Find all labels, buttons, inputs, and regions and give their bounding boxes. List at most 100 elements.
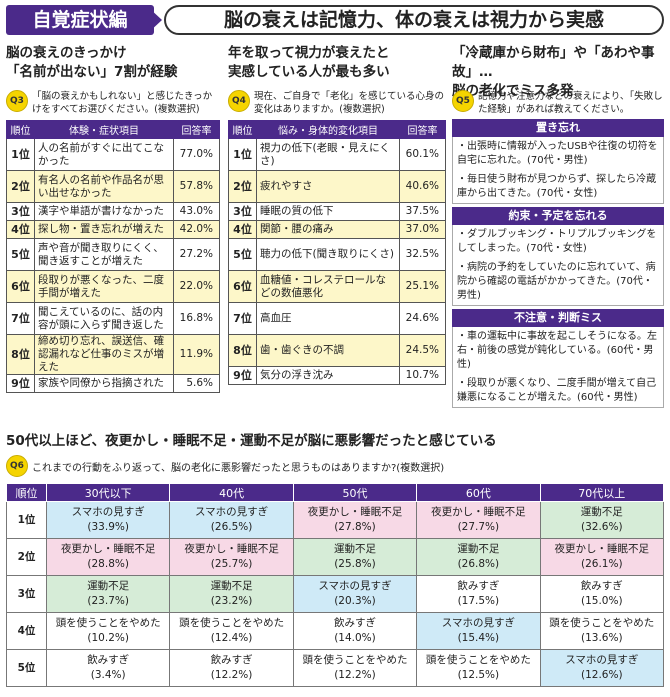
answer-percent: (3.4%) bbox=[90, 669, 126, 681]
table-row: 4位 探し物・置き忘れが増えた 42.0% bbox=[6, 220, 220, 239]
answer-cell: 頭を使うことをやめた (12.4%) bbox=[169, 612, 294, 650]
item-cell: 人の名前がすぐに出てこなかった bbox=[34, 138, 174, 171]
answer-percent: (25.8%) bbox=[334, 558, 376, 570]
percent-cell: 24.5% bbox=[399, 334, 446, 367]
answer-cell: 飲みすぎ (3.4%) bbox=[45, 649, 171, 687]
category-heading: 不注意・判断ミス bbox=[452, 309, 664, 327]
header-banner: 自覚症状編 脳の衰えは記憶力、体の衰えは視力から実感 bbox=[6, 3, 664, 37]
table-row: 7位 聞こえているのに、話の内容が頭に入らず聞き返した 16.8% bbox=[6, 302, 220, 335]
section-tag: 自覚症状編 bbox=[6, 5, 154, 35]
category-heading: 置き忘れ bbox=[452, 119, 664, 137]
rank-cell: 3位 bbox=[6, 202, 35, 221]
percent-cell: 5.6% bbox=[173, 374, 220, 393]
answer-label: 夜更かし・睡眠不足 bbox=[554, 543, 650, 555]
title-line-2: 脳の老化でミス多発 bbox=[452, 83, 574, 99]
table-row: 5位 声や音が聞き取りにくく、聞き返すことが増えた 27.2% bbox=[6, 238, 220, 271]
answer-label: 運動不足 bbox=[580, 506, 623, 518]
column-header: 体験・症状項目 bbox=[34, 120, 174, 139]
item-cell: 声や音が聞き取りにくく、聞き返すことが増えた bbox=[34, 238, 174, 271]
item-cell: 有名人の名前や作品名が思い出せなかった bbox=[34, 170, 174, 203]
rank-cell: 3位 bbox=[6, 575, 47, 613]
percent-cell: 32.5% bbox=[399, 238, 446, 271]
answer-cell: スマホの見すぎ (26.5%) bbox=[169, 501, 294, 539]
question-text: 現在、ご自身で「老化」を感じている心身の変化はありますか。(複数選択) bbox=[254, 91, 445, 115]
answer-label: 飲みすぎ bbox=[333, 617, 376, 629]
answer-percent: (12.2%) bbox=[334, 669, 376, 681]
ranking-table: 順位 悩み・身体的変化項目 回答率 1位 視力の低下(老眼・見えにくさ) 60.1% 2位… bbox=[228, 120, 446, 385]
percent-cell: 37.0% bbox=[399, 220, 446, 239]
answer-percent: (27.7%) bbox=[457, 521, 500, 533]
answer-label: 夜更かし・睡眠不足 bbox=[307, 506, 403, 518]
answer-cell: 頭を使うことをやめた (12.2%) bbox=[292, 649, 418, 687]
page-title: 脳の衰えは記憶力、体の衰えは視力から実感 bbox=[223, 9, 604, 31]
table-row: 7位 高血圧 24.6% bbox=[228, 302, 446, 335]
answer-cell: 夜更かし・睡眠不足 (25.7%) bbox=[169, 538, 294, 576]
table-row: 3位 運動不足 (23.7%) 運動不足 (23.2%) スマホの見すぎ (20.3%) 飲み… bbox=[6, 575, 665, 613]
column-title: 脳の衰えのきっかけ 「名前が出ない」7割が経験 bbox=[6, 44, 220, 88]
question-text: 記憶力や注意力などの衰えにより、「失敗した経験」があれば教えてください。 bbox=[478, 91, 663, 115]
arrow-right-icon bbox=[148, 7, 162, 33]
answer-cell: 夜更かし・睡眠不足 (26.1%) bbox=[539, 538, 665, 576]
answer-cell: 頭を使うことをやめた (10.2%) bbox=[45, 612, 171, 650]
rank-cell: 6位 bbox=[6, 270, 35, 303]
column-header: 70代以上 bbox=[539, 483, 665, 502]
column-header: 50代 bbox=[292, 483, 418, 502]
table-row: 6位 段取りが悪くなった、二度手間が増えた 22.0% bbox=[6, 270, 220, 303]
rank-cell: 7位 bbox=[6, 302, 35, 335]
category-block: 置き忘れ ・出張時に情報が入ったUSBや往復の切符を自宅に忘れた。(70代・男性)… bbox=[452, 119, 664, 204]
answer-label: スマホの見すぎ bbox=[565, 654, 639, 666]
answer-cell: 運動不足 (25.8%) bbox=[292, 538, 418, 576]
item-cell: 疲れやすさ bbox=[256, 170, 400, 203]
rank-cell: 8位 bbox=[6, 334, 35, 375]
answer-percent: (28.8%) bbox=[87, 558, 129, 570]
rank-cell: 1位 bbox=[6, 501, 47, 539]
rank-cell: 2位 bbox=[6, 170, 35, 203]
item-cell: 関節・腰の痛み bbox=[256, 220, 400, 239]
table-row: 1位 視力の低下(老眼・見えにくさ) 60.1% bbox=[228, 138, 446, 171]
category-block: 約束・予定を忘れる ・ダブルブッキング・トリプルブッキングをしてしまった。(70代… bbox=[452, 207, 664, 306]
question-row: Q5 記憶力や注意力などの衰えにより、「失敗した経験」があれば教えてください。 bbox=[452, 90, 664, 116]
answer-cell: 飲みすぎ (17.5%) bbox=[416, 575, 541, 613]
rank-cell: 9位 bbox=[6, 374, 35, 393]
answer-cell: 頭を使うことをやめた (13.6%) bbox=[539, 612, 665, 650]
percent-cell: 10.7% bbox=[399, 366, 446, 385]
table-row: 5位 飲みすぎ (3.4%) 飲みすぎ (12.2%) 頭を使うことをやめた (12.2%)… bbox=[6, 649, 665, 687]
column-title: 年を取って視力が衰えたと 実感している人が最も多い bbox=[228, 44, 446, 88]
rank-cell: 7位 bbox=[228, 302, 257, 335]
table-row: 3位 睡眠の質の低下 37.5% bbox=[228, 202, 446, 221]
item-cell: 睡眠の質の低下 bbox=[256, 202, 400, 221]
answer-label: スマホの見すぎ bbox=[71, 506, 145, 518]
failure-example: ・毎日使う財布が見つからず、探したら冷蔵庫から出てきた。(70代・女性) bbox=[452, 170, 664, 203]
rank-cell: 4位 bbox=[228, 220, 257, 239]
answer-percent: (12.2%) bbox=[210, 669, 253, 681]
percent-cell: 22.0% bbox=[173, 270, 220, 303]
failure-example: ・ダブルブッキング・トリプルブッキングをしてしまった。(70代・女性) bbox=[452, 225, 664, 258]
item-cell: 締め切り忘れ、誤送信、確認漏れなど仕事のミスが増えた bbox=[34, 334, 174, 375]
item-cell: 家族や同僚から指摘された bbox=[34, 374, 174, 393]
title-line-1: 脳の衰えのきっかけ bbox=[6, 45, 127, 61]
item-cell: 血糖値・コレステロールなどの数値悪化 bbox=[256, 270, 400, 303]
failure-example: ・出張時に情報が入ったUSBや往復の切符を自宅に忘れた。(70代・男性) bbox=[452, 137, 664, 170]
answer-cell: 夜更かし・睡眠不足 (27.8%) bbox=[292, 501, 418, 539]
section-q6: 50代以上ほど、夜更かし・睡眠不足・運動不足が脳に悪影響だったと感じている Q6… bbox=[6, 432, 665, 687]
rank-cell: 5位 bbox=[228, 238, 257, 271]
answer-cell: 夜更かし・睡眠不足 (28.8%) bbox=[45, 538, 171, 576]
answer-percent: (15.4%) bbox=[457, 632, 500, 644]
answer-cell: 運動不足 (32.6%) bbox=[539, 501, 665, 539]
answer-label: 夜更かし・睡眠不足 bbox=[184, 543, 279, 555]
answer-cell: 運動不足 (23.7%) bbox=[45, 575, 171, 613]
answer-percent: (20.3%) bbox=[334, 595, 376, 607]
question-badge: Q4 bbox=[228, 90, 250, 112]
item-cell: 聴力の低下(聞き取りにくさ) bbox=[256, 238, 400, 271]
column-title: 「冷蔵庫から財布」や「あわや事故」… 脳の老化でミス多発 bbox=[452, 44, 664, 99]
answer-percent: (26.5%) bbox=[210, 521, 253, 533]
answer-percent: (33.9%) bbox=[87, 521, 129, 533]
rank-cell: 5位 bbox=[6, 238, 35, 271]
item-cell: 視力の低下(老眼・見えにくさ) bbox=[256, 138, 400, 171]
column-header: 60代 bbox=[416, 483, 541, 502]
table-row: 2位 有名人の名前や作品名が思い出せなかった 57.8% bbox=[6, 170, 220, 203]
failure-example: ・病院の予約をしていたのに忘れていて、病院から確認の電話がかかってきた。(70代… bbox=[452, 258, 664, 305]
answer-cell: スマホの見すぎ (20.3%) bbox=[292, 575, 418, 613]
question-text: これまでの行動をふり返って、脳の老化に悪影響だったと思うものはありますか?(複数… bbox=[32, 462, 445, 474]
question-row: Q4 現在、ご自身で「老化」を感じている心身の変化はありますか。(複数選択) bbox=[228, 90, 446, 116]
